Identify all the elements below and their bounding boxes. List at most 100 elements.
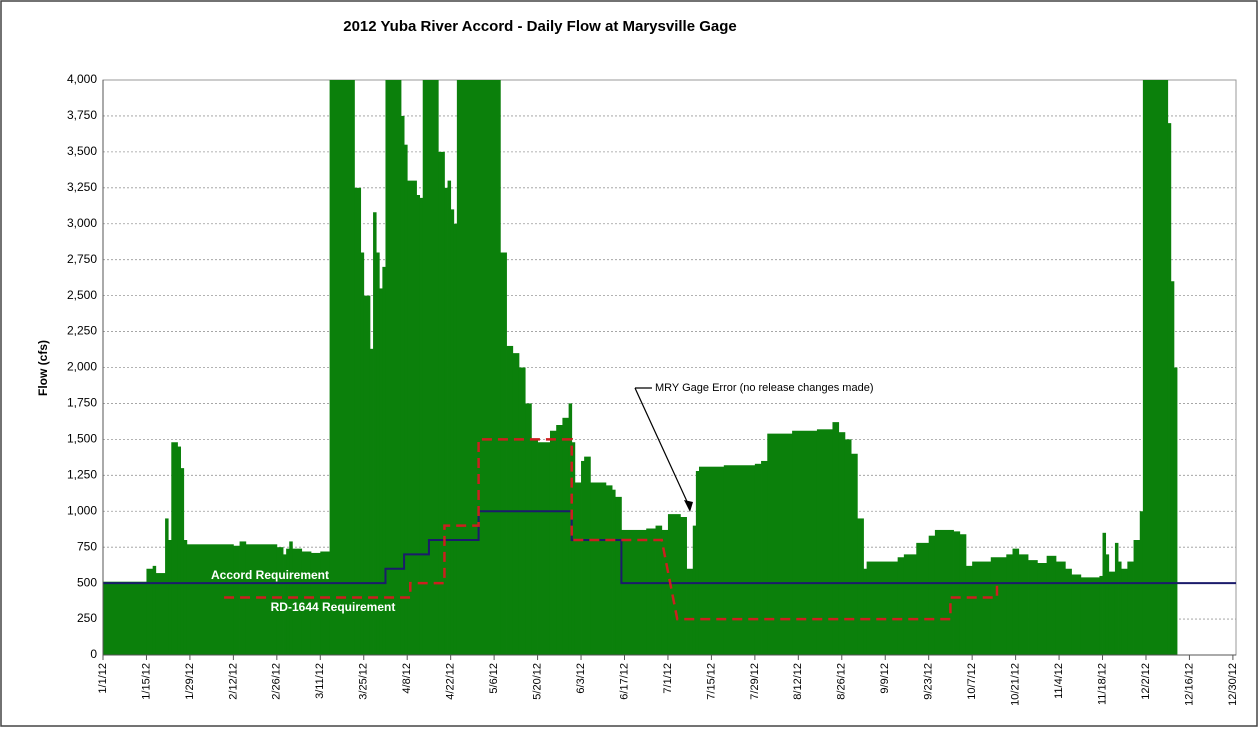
x-tick-label: 9/23/12 — [923, 663, 935, 700]
arrow-head — [684, 500, 693, 512]
flow-bar — [369, 348, 374, 655]
flow-bar — [450, 209, 455, 655]
flow-bar — [382, 266, 386, 655]
flow-bar — [568, 403, 573, 655]
flow-bar — [1105, 554, 1110, 655]
annotation: MRY Gage Error (no release changes made) — [655, 382, 873, 394]
y-tick-label: 4,000 — [67, 72, 97, 86]
flow-bar — [171, 442, 178, 655]
flow-bar — [1006, 554, 1013, 655]
flow-bar — [934, 529, 954, 655]
flow-bar — [525, 403, 532, 655]
flow-bar — [1055, 561, 1066, 655]
y-tick-label: 0 — [90, 647, 97, 661]
flow-bar — [556, 425, 563, 655]
flow-bar — [686, 568, 694, 655]
flow-bar — [400, 115, 405, 655]
x-tick-label: 9/9/12 — [879, 663, 891, 694]
plot-area: 0 250 500 750 1,000 1,250 1,500 1,750 2,000 2,250… — [67, 72, 1239, 706]
flow-bar — [866, 561, 899, 655]
x-tick-label: 4/8/12 — [401, 663, 413, 694]
y-tick-label: 2,750 — [67, 252, 97, 266]
flow-bar — [928, 535, 936, 655]
flow-bar — [761, 460, 768, 655]
y-tick-label: 1,500 — [67, 432, 97, 446]
flow-bar — [832, 422, 840, 655]
y-tick-label: 2,500 — [67, 288, 97, 302]
flow-bar — [857, 518, 864, 655]
flow-bar — [1080, 577, 1100, 655]
flow-bar — [549, 430, 557, 655]
flow-bar — [168, 540, 172, 655]
x-tick-label: 6/3/12 — [575, 663, 587, 694]
flow-bar — [1018, 554, 1029, 655]
x-tick-label: 2/12/12 — [227, 663, 239, 700]
y-tick-label: 3,750 — [67, 108, 97, 122]
x-tick-label: 3/25/12 — [358, 663, 370, 700]
y-tick-label: 500 — [77, 575, 97, 589]
flow-bar — [1102, 532, 1107, 655]
flow-bar — [180, 468, 185, 655]
flow-bar — [851, 453, 858, 655]
flow-bar — [1071, 574, 1082, 655]
flow-bar — [571, 442, 576, 655]
flow-bar — [655, 525, 663, 655]
flow-bar — [844, 439, 852, 655]
flow-bar — [422, 80, 439, 655]
flow-bar — [407, 180, 417, 655]
x-tick-label: 1/1/12 — [97, 663, 109, 694]
flow-bar — [152, 565, 157, 655]
flow-bar — [103, 581, 147, 655]
flow-bar — [1127, 561, 1134, 655]
flow-bar — [1114, 542, 1119, 655]
y-tick-label: 3,500 — [67, 144, 97, 158]
flow-bar — [590, 482, 607, 655]
x-tick-label: 1/29/12 — [184, 663, 196, 700]
flow-bar — [1099, 575, 1103, 655]
y-tick-label: 1,750 — [67, 396, 97, 410]
series-label: Accord Requirement — [211, 568, 329, 582]
x-tick-label: 10/7/12 — [966, 663, 978, 700]
flow-bar — [965, 565, 973, 655]
flow-bar — [792, 430, 818, 655]
flow-bar — [698, 466, 725, 655]
flow-bar — [767, 433, 793, 655]
flow-bar — [537, 442, 551, 655]
flow-bar — [1108, 571, 1116, 655]
flow-bar — [903, 554, 917, 655]
y-axis-label: Flow (cfs) — [36, 340, 50, 396]
flow-bar — [621, 529, 647, 655]
flow-bar — [363, 295, 371, 655]
flow-bar — [233, 545, 240, 655]
flow-bar — [165, 518, 169, 655]
series-label: RD-1644 Requirement — [271, 600, 396, 614]
flow-bar — [385, 80, 402, 655]
flow-bar — [661, 529, 669, 655]
x-tick-label: 7/29/12 — [749, 663, 761, 700]
flow-bar — [453, 223, 458, 655]
flow-bar — [416, 195, 421, 655]
x-tick-label: 7/15/12 — [705, 663, 717, 700]
flow-bar — [146, 568, 154, 655]
flow-bar — [183, 540, 188, 655]
flow-bar — [360, 252, 365, 655]
flow-bar — [419, 197, 424, 655]
x-tick-label: 11/4/12 — [1053, 663, 1065, 699]
y-tick-label: 750 — [77, 539, 97, 553]
flow-bar — [186, 544, 234, 655]
flow-bar — [245, 544, 278, 655]
flow-bar — [1142, 80, 1169, 655]
flow-bar — [286, 548, 290, 655]
flow-bar — [972, 561, 992, 655]
flow-bar — [531, 439, 538, 655]
flow-bar — [1167, 123, 1172, 655]
annotation-arrow — [634, 387, 691, 509]
flow-bar — [376, 252, 380, 655]
flow-bar — [1121, 568, 1128, 655]
flow-bar — [404, 144, 408, 655]
flow-bar — [301, 551, 312, 655]
x-tick-label: 6/17/12 — [618, 663, 630, 700]
flow-bar — [605, 485, 613, 655]
flow-bar — [1037, 563, 1048, 655]
